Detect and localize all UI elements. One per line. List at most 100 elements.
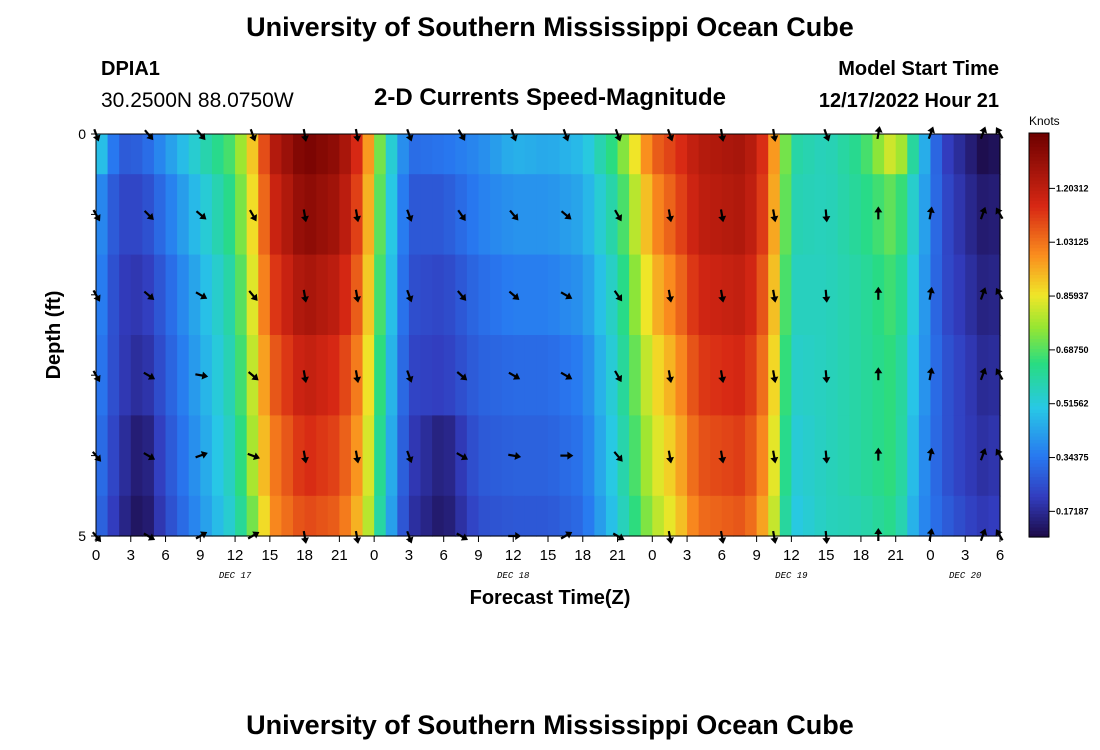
current-arrow	[508, 452, 522, 460]
current-arrow	[822, 370, 831, 384]
x-tick-label: 12	[227, 547, 244, 564]
heatmap-cell	[710, 415, 723, 497]
current-arrow	[247, 371, 259, 381]
heatmap-cell	[107, 335, 120, 416]
colorbar-segment	[1029, 331, 1049, 336]
day-label: DEC 18	[497, 571, 530, 581]
heatmap-cell	[165, 174, 178, 256]
heatmap-cell	[965, 415, 978, 497]
current-arrow	[405, 370, 414, 383]
heatmap-cell	[582, 335, 595, 416]
heatmap-cell	[594, 174, 607, 256]
heatmap-cell	[350, 134, 364, 175]
x-tick-label: 21	[887, 547, 904, 564]
current-arrow	[247, 452, 260, 461]
heatmap-cell	[687, 254, 700, 336]
heatmap-cell	[745, 134, 758, 175]
heatmap-cell	[698, 174, 711, 256]
colorbar-segment	[1029, 345, 1049, 350]
heatmap-cell	[281, 134, 294, 175]
heatmap-cell	[96, 415, 109, 497]
heatmap-cell	[513, 254, 526, 336]
heatmap-cell	[663, 134, 677, 175]
heatmap-cell	[420, 415, 433, 497]
heatmap-cell	[478, 134, 491, 175]
station-id: DPIA1	[101, 58, 160, 80]
heatmap-cell	[918, 335, 932, 416]
heatmap-cell	[965, 495, 978, 537]
heatmap-cell	[177, 174, 190, 256]
heatmap-cell	[304, 134, 317, 175]
heatmap-cell	[802, 415, 816, 497]
heatmap-cell	[119, 415, 132, 497]
heatmap-cell	[316, 254, 329, 336]
colorbar-segment	[1029, 348, 1049, 353]
x-tick-label: 0	[92, 547, 100, 564]
heatmap-cell	[837, 415, 850, 497]
heatmap-cell	[721, 134, 735, 175]
heatmap-cell	[269, 495, 283, 537]
heatmap-cell	[571, 415, 584, 497]
heatmap-cell	[710, 134, 723, 175]
heatmap-cell	[443, 415, 456, 497]
heatmap-cell	[907, 254, 920, 336]
colorbar-segment	[1029, 311, 1049, 316]
heatmap-cell	[756, 174, 769, 256]
heatmap-cell	[420, 495, 433, 537]
colorbar-segment	[1029, 361, 1049, 366]
heatmap-cell	[107, 495, 120, 537]
colorbar-segment	[1029, 287, 1049, 292]
heatmap-cell	[617, 415, 630, 497]
colorbar-segment	[1029, 308, 1049, 313]
current-arrow	[666, 289, 674, 303]
heatmap-cell	[385, 415, 398, 497]
colorbar-segment	[1029, 318, 1049, 323]
colorbar-segment	[1029, 368, 1049, 373]
heatmap-cell	[930, 254, 943, 336]
heatmap-cell	[524, 254, 538, 336]
colorbar-segment	[1029, 412, 1049, 417]
heatmap-cell	[942, 335, 955, 416]
heatmap-cell	[942, 134, 955, 175]
heatmap-cell	[629, 335, 642, 416]
x-tick-label: 9	[196, 547, 204, 564]
heatmap-cell	[200, 254, 213, 336]
colorbar-segment	[1029, 271, 1049, 275]
heatmap-cell	[362, 335, 375, 416]
heatmap-cell	[640, 134, 653, 175]
heatmap-cell	[652, 174, 665, 256]
heatmap-cell	[374, 254, 387, 336]
current-arrow	[508, 371, 521, 380]
heatmap-cell	[617, 254, 630, 336]
x-axis: 0 3 6 9 12 15 18 21 0 3 6 9 12 15 18 21 0 3 6 9 12 15 18 21 0 3 6 D…	[92, 536, 1004, 581]
current-arrows	[91, 126, 1004, 544]
current-arrow	[405, 450, 414, 464]
heatmap-cell	[235, 254, 248, 336]
heatmap-cell	[837, 254, 850, 336]
heatmap-cell	[571, 495, 584, 537]
heatmap-cell	[826, 254, 839, 336]
colorbar-segment	[1029, 503, 1049, 508]
colorbar-segment	[1029, 254, 1049, 259]
heatmap-cell	[860, 174, 874, 256]
heatmap-cell	[466, 134, 480, 175]
colorbar-segment	[1029, 392, 1049, 397]
heatmap-cell	[756, 134, 769, 175]
heatmap-cell	[548, 495, 561, 537]
heatmap-cell	[930, 415, 943, 497]
heatmap-cell	[293, 415, 306, 497]
current-arrow	[143, 452, 156, 461]
colorbar-segment	[1029, 163, 1049, 168]
heatmap-cell	[177, 134, 190, 175]
heatmap-cell	[733, 495, 746, 537]
day-label: DEC 19	[775, 571, 808, 581]
heatmap-cell	[559, 495, 572, 537]
heatmap-cell	[327, 415, 340, 497]
heatmap-cell	[397, 335, 410, 416]
colorbar-segment	[1029, 385, 1049, 390]
current-arrow	[822, 450, 831, 464]
colorbar-segment	[1029, 143, 1049, 148]
heatmap-cell	[501, 174, 514, 256]
heatmap-cell	[443, 254, 456, 336]
colorbar-segment	[1029, 530, 1049, 535]
